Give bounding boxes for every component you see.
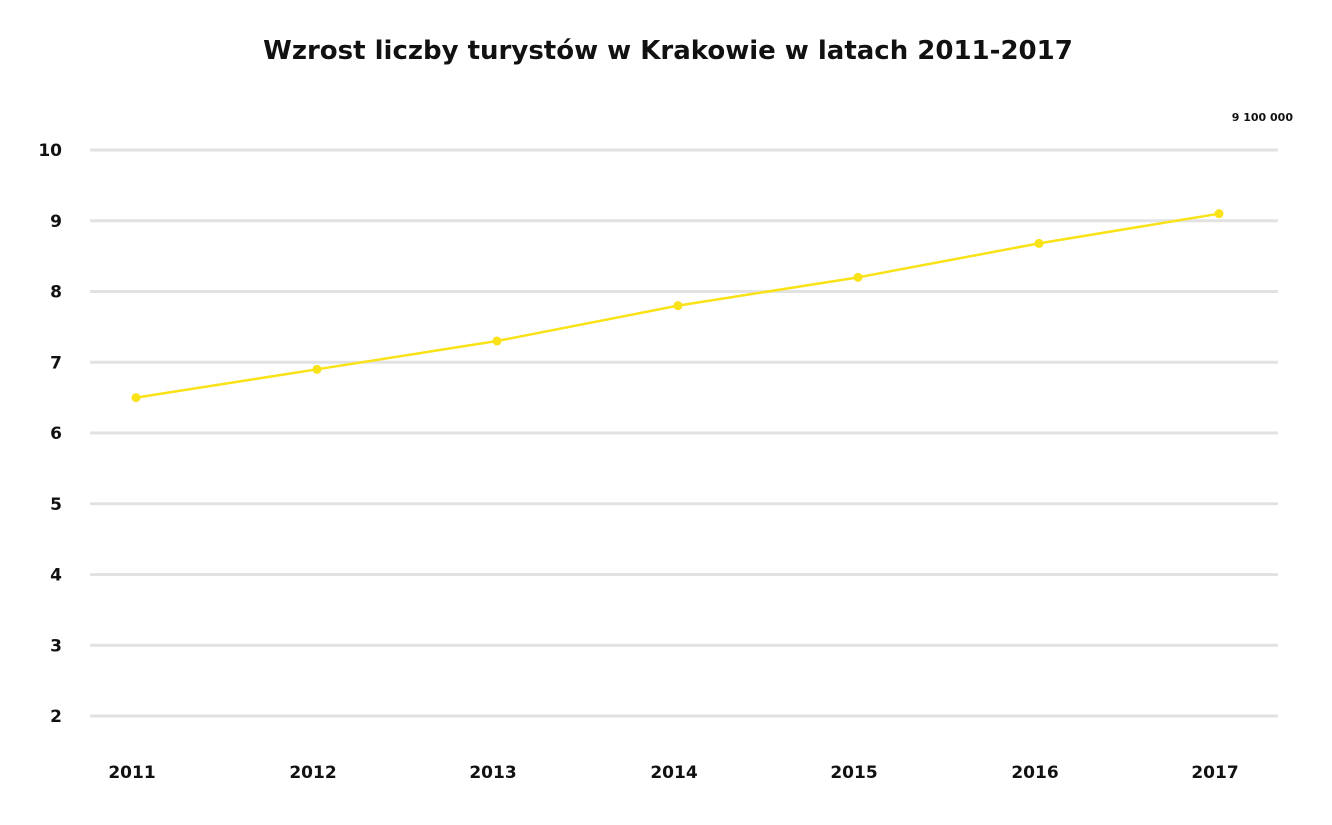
x-tick-label: 2012 (289, 763, 336, 783)
x-tick-label: 2011 (108, 763, 155, 783)
data-label: 9 100 000 (1232, 111, 1294, 124)
x-tick-label: 2015 (830, 763, 877, 783)
data-point (853, 272, 863, 282)
y-tick-label: 8 (50, 283, 62, 303)
data-point (1034, 238, 1044, 248)
x-tick-label: 2017 (1191, 763, 1238, 783)
series-group (131, 209, 1224, 403)
y-tick-label: 6 (50, 424, 62, 444)
x-axis-ticks: 2011 2012 2013 2014 2015 2016 2017 (108, 763, 1238, 783)
y-tick-label: 5 (50, 495, 62, 515)
data-point (673, 301, 683, 311)
y-tick-label: 3 (50, 636, 62, 656)
chart-title: Wzrost liczby turystów w Krakowie w lata… (263, 36, 1073, 66)
data-point (1214, 209, 1224, 219)
y-axis-ticks: 2 3 4 5 6 7 8 9 10 (38, 141, 62, 727)
y-tick-label: 9 (50, 212, 62, 232)
y-tick-label: 2 (50, 707, 62, 727)
x-tick-label: 2016 (1011, 763, 1058, 783)
data-point (312, 364, 322, 374)
y-tick-label: 4 (50, 566, 62, 586)
gridlines (90, 148, 1278, 718)
data-point (492, 336, 502, 346)
y-tick-label: 10 (38, 141, 62, 161)
y-tick-label: 7 (50, 353, 62, 373)
x-tick-label: 2014 (650, 763, 697, 783)
annotations-group: 9 100 000 (1232, 111, 1294, 124)
data-point (131, 393, 141, 403)
x-tick-label: 2013 (469, 763, 516, 783)
